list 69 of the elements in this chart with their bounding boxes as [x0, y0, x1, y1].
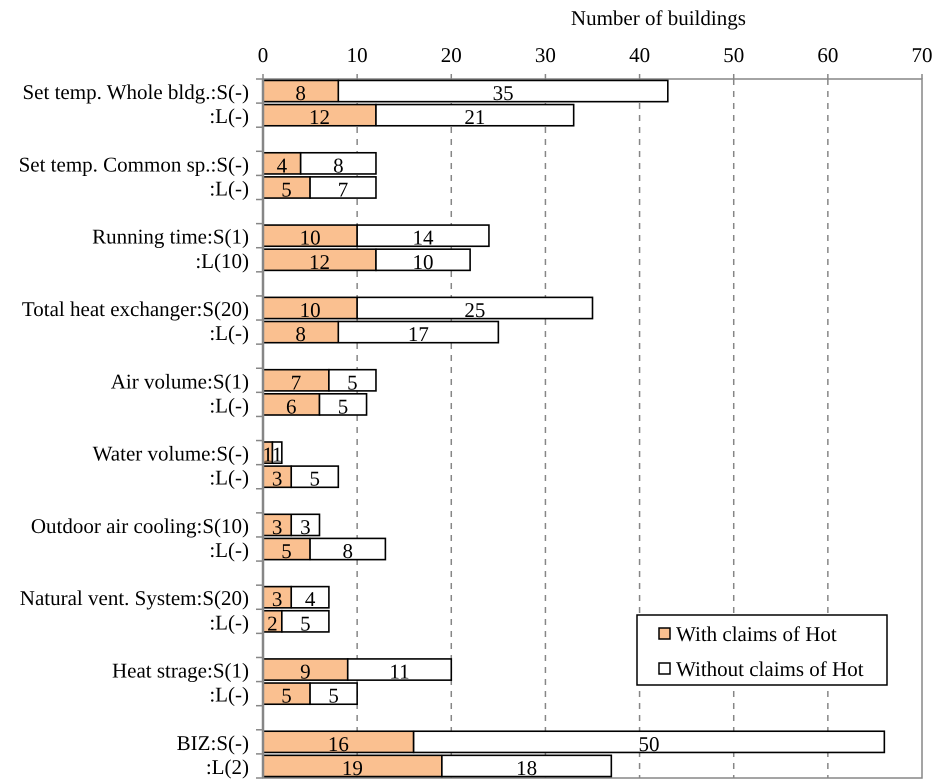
data-label: 7 — [338, 177, 348, 202]
data-label: 10 — [412, 250, 434, 274]
x-tick-label: 30 — [534, 43, 556, 67]
data-label: 5 — [281, 177, 292, 202]
data-label: 7 — [290, 370, 302, 394]
data-label: 3 — [300, 514, 311, 539]
data-label: 3 — [272, 514, 282, 539]
data-label: 10 — [300, 226, 321, 250]
data-label: 5 — [281, 539, 292, 564]
data-label: 4 — [304, 587, 316, 612]
data-label: 8 — [295, 322, 306, 346]
y-tick-label: Total heat exchanger:S(20) — [22, 296, 249, 321]
data-label: 17 — [408, 322, 429, 346]
y-tick-label: :L(-) — [209, 176, 249, 200]
data-label: 16 — [328, 732, 349, 756]
x-tick-label: 40 — [629, 43, 650, 67]
data-label: 3 — [272, 466, 282, 491]
y-tick-label: Heat strage:S(1) — [112, 658, 249, 683]
y-tick-label: :L(-) — [209, 321, 249, 346]
x-tick-label: 10 — [346, 43, 368, 67]
data-label: 18 — [516, 756, 538, 780]
data-label: 11 — [389, 660, 410, 684]
data-label: 19 — [342, 756, 363, 780]
y-tick-label: Air volume:S(1) — [110, 369, 250, 394]
data-label: 5 — [281, 684, 292, 708]
data-label: 5 — [328, 684, 339, 708]
y-tick-label: :L(2) — [206, 754, 249, 779]
y-tick-label: Natural vent. System:S(20) — [20, 586, 250, 610]
data-label: 14 — [412, 226, 434, 250]
y-tick-label: Set temp. Whole bldg.:S(-) — [22, 80, 250, 104]
data-label: 5 — [300, 611, 311, 636]
legend-label: Without claims of Hot — [676, 657, 864, 681]
data-label: 2 — [267, 611, 278, 636]
data-label: 8 — [342, 539, 353, 564]
x-tick-label: 50 — [723, 43, 744, 67]
data-label: 5 — [338, 394, 348, 418]
y-tick-label: BIZ:S(-) — [176, 730, 249, 755]
data-label: 3 — [272, 587, 282, 612]
x-tick-label: 0 — [258, 43, 268, 67]
y-tick-label: Outdoor air cooling:S(10) — [30, 514, 249, 538]
data-label: 8 — [333, 153, 344, 178]
x-tick-label: 70 — [912, 43, 932, 67]
data-label: 25 — [464, 298, 486, 322]
x-tick-label: 60 — [817, 43, 838, 67]
y-tick-label: :L(-) — [209, 610, 249, 634]
data-label: 10 — [300, 298, 321, 322]
data-label: 35 — [492, 81, 514, 106]
data-label: 8 — [295, 81, 306, 106]
legend-label: With claims of Hot — [676, 622, 837, 646]
y-tick-label: Running time:S(1) — [92, 224, 249, 249]
y-tick-label: :L(-) — [209, 682, 249, 707]
y-tick-label: :L(-) — [209, 393, 249, 418]
y-tick-label: :L(10) — [195, 248, 249, 273]
y-tick-label: Set temp. Common sp.:S(-) — [18, 152, 249, 176]
data-label: 12 — [308, 105, 330, 130]
data-label: 21 — [464, 105, 486, 130]
data-label: 9 — [300, 660, 311, 684]
y-tick-label: :L(-) — [209, 104, 249, 128]
x-tick-label: 20 — [440, 43, 462, 67]
y-tick-label: :L(-) — [209, 538, 249, 562]
data-label: 5 — [310, 466, 320, 491]
y-tick-label: Water volume:S(-) — [92, 442, 250, 466]
data-label: 6 — [286, 394, 296, 418]
data-label: 4 — [276, 153, 288, 178]
data-label: 5 — [347, 370, 358, 394]
data-label: 12 — [308, 250, 330, 274]
y-tick-label: :L(-) — [209, 466, 249, 490]
data-label: 50 — [638, 732, 660, 756]
x-axis-title: Number of buildings — [570, 6, 746, 30]
